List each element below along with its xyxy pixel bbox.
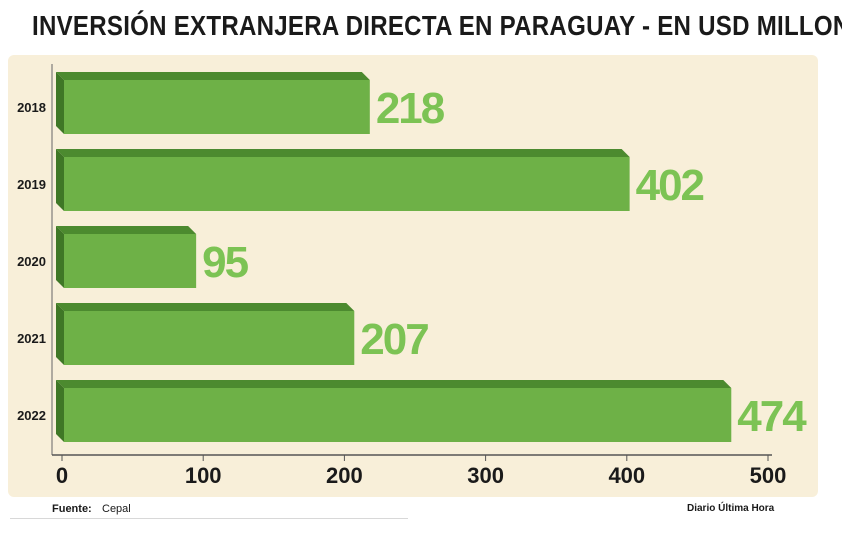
x-tick-label: 0 — [56, 463, 68, 488]
bar — [64, 388, 732, 442]
bar-side-face — [56, 303, 64, 365]
x-tick-label: 300 — [467, 463, 504, 488]
bar-top-face — [56, 226, 197, 234]
bar-top-face — [56, 303, 355, 311]
bar-top-face — [56, 72, 370, 80]
footer-divider — [10, 518, 408, 519]
bar-side-face — [56, 226, 64, 288]
bar-top-face — [56, 380, 732, 388]
bar — [64, 80, 370, 134]
value-label: 95 — [202, 238, 248, 287]
value-label: 402 — [636, 161, 704, 210]
value-label: 474 — [737, 392, 807, 441]
category-label: 2019 — [17, 177, 46, 192]
bar-side-face — [56, 149, 64, 211]
bar-side-face — [56, 380, 64, 442]
publisher-credit: Diario Última Hora — [687, 503, 775, 514]
x-tick-label: 500 — [750, 463, 787, 488]
value-label: 218 — [376, 84, 445, 133]
bar — [64, 234, 197, 288]
source-label: Fuente: — [52, 503, 92, 515]
bar-top-face — [56, 149, 630, 157]
bar-side-face — [56, 72, 64, 134]
bar — [64, 311, 355, 365]
category-label: 2021 — [17, 331, 46, 346]
bar — [64, 157, 630, 211]
category-label: 2020 — [17, 254, 46, 269]
category-label: 2022 — [17, 408, 46, 423]
x-tick-label: 400 — [608, 463, 645, 488]
source-value: Cepal — [102, 503, 131, 515]
value-label: 207 — [360, 315, 428, 364]
x-tick-label: 100 — [185, 463, 222, 488]
category-label: 2018 — [17, 100, 46, 115]
x-tick-label: 200 — [326, 463, 363, 488]
